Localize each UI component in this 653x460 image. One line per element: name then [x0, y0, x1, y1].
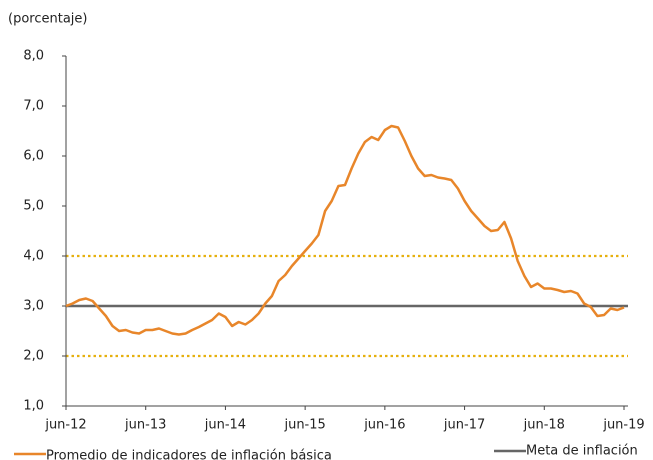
line-series [65, 124, 625, 336]
y-tick-label: 8,0 [23, 49, 44, 64]
x-tick-label: jun-12 [44, 418, 86, 433]
x-tick-label: jun-14 [204, 418, 246, 433]
y-tick-label: 4,0 [23, 249, 44, 264]
y-tick-label: 5,0 [23, 199, 44, 214]
y-tick-label: 3,0 [23, 299, 44, 314]
y-axis-label: (porcentaje) [8, 12, 87, 27]
y-tick-label: 7,0 [23, 99, 44, 114]
y-tick-label: 1,0 [23, 399, 44, 414]
x-tick-label: jun-16 [363, 418, 405, 433]
x-tick-label: jun-13 [124, 418, 166, 433]
x-tick-label: jun-19 [602, 418, 644, 433]
y-tick-label: 6,0 [23, 149, 44, 164]
legend-label: Meta de inflación [526, 444, 638, 459]
x-tick-label: jun-18 [523, 418, 565, 433]
x-tick-label: jun-17 [443, 418, 485, 433]
legend-label: Promedio de indicadores de inflación bás… [46, 449, 332, 460]
y-tick-label: 2,0 [23, 349, 44, 364]
x-tick-label: jun-15 [283, 418, 325, 433]
